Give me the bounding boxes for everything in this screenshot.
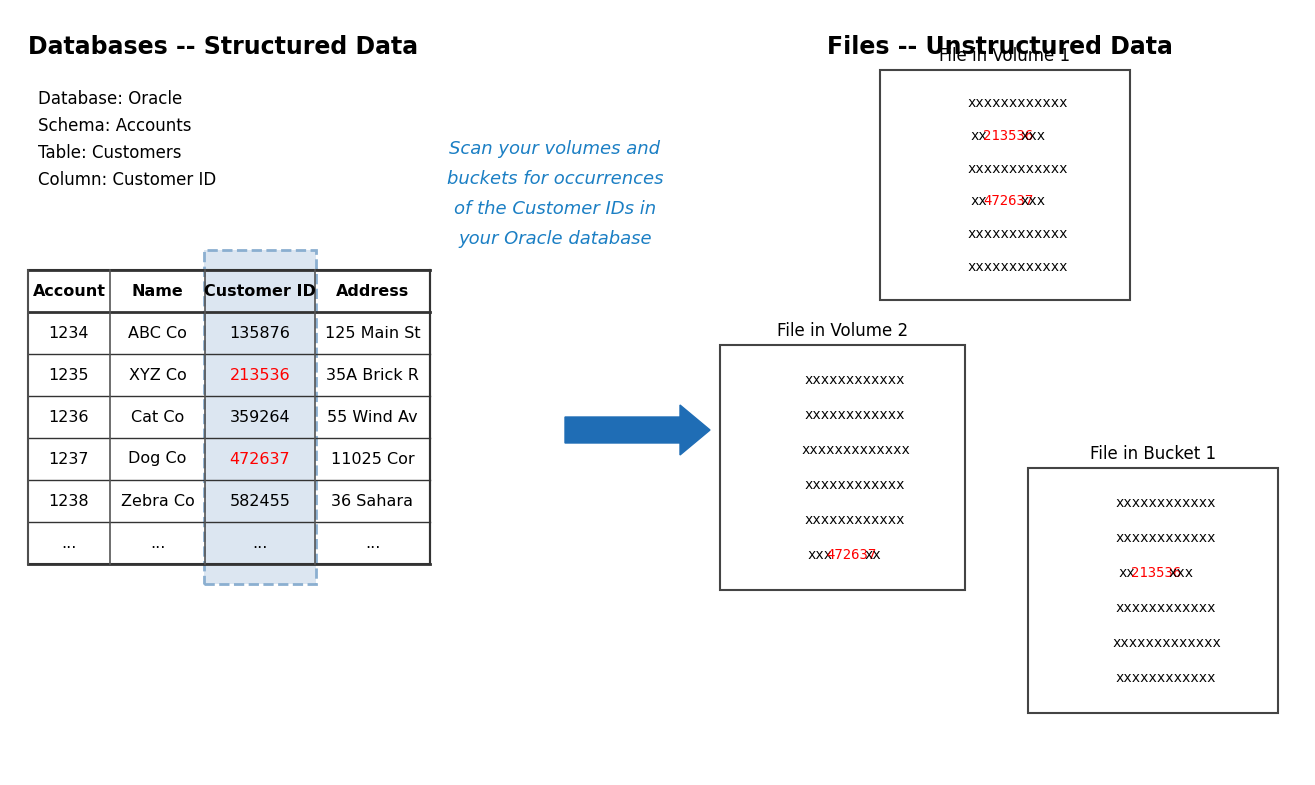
Bar — [204, 250, 316, 584]
Text: 1235: 1235 — [49, 367, 89, 382]
Text: of the Customer IDs in: of the Customer IDs in — [454, 200, 656, 218]
Bar — [1028, 468, 1278, 713]
Text: ABC Co: ABC Co — [128, 326, 187, 341]
Text: xxxxxxxxxxxxx: xxxxxxxxxxxxx — [802, 443, 910, 457]
Text: ...: ... — [252, 535, 268, 550]
Bar — [204, 250, 316, 584]
Text: 472637: 472637 — [982, 195, 1034, 209]
Text: 11025 Cor: 11025 Cor — [330, 451, 414, 466]
Bar — [721, 345, 965, 590]
Text: xxxxxxxxxxxx: xxxxxxxxxxxx — [1115, 496, 1215, 510]
Text: xxxxxxxxxxxx: xxxxxxxxxxxx — [968, 228, 1068, 241]
Text: xxxxxxxxxxxx: xxxxxxxxxxxx — [1115, 671, 1215, 685]
Text: xxxxxxxxxxxx: xxxxxxxxxxxx — [1115, 531, 1215, 545]
Text: Customer ID: Customer ID — [204, 283, 316, 298]
Text: Scan your volumes and: Scan your volumes and — [450, 140, 660, 158]
Text: Files -- Unstructured Data: Files -- Unstructured Data — [827, 35, 1173, 59]
Bar — [205, 270, 316, 564]
Text: xxxxxxxxxxxx: xxxxxxxxxxxx — [1115, 601, 1215, 615]
Text: xxxxxxxxxxxx: xxxxxxxxxxxx — [805, 408, 905, 422]
Text: Databases -- Structured Data: Databases -- Structured Data — [28, 35, 418, 59]
Text: 213536: 213536 — [982, 129, 1034, 143]
Text: 472637: 472637 — [230, 451, 291, 466]
Text: xx: xx — [970, 195, 988, 209]
Text: 36 Sahara: 36 Sahara — [331, 494, 413, 509]
Text: File in Volume 2: File in Volume 2 — [777, 322, 909, 340]
Text: 35A Brick R: 35A Brick R — [326, 367, 419, 382]
Text: xxx: xxx — [1020, 195, 1045, 209]
Text: 1238: 1238 — [49, 494, 89, 509]
Text: xxxxxxxxxxxx: xxxxxxxxxxxx — [968, 260, 1068, 274]
Text: Zebra Co: Zebra Co — [121, 494, 195, 509]
Text: 1237: 1237 — [49, 451, 89, 466]
Text: xxxxxxxxxxxx: xxxxxxxxxxxx — [968, 162, 1068, 176]
Text: xx: xx — [1118, 566, 1135, 580]
Bar — [28, 270, 430, 564]
Text: 1234: 1234 — [49, 326, 89, 341]
Text: 213536: 213536 — [230, 367, 291, 382]
Text: 472637: 472637 — [827, 548, 877, 562]
Text: Column: Customer ID: Column: Customer ID — [38, 171, 216, 189]
Text: xxxxxxxxxxxxx: xxxxxxxxxxxxx — [1112, 636, 1220, 650]
Text: ...: ... — [62, 535, 76, 550]
Text: ...: ... — [150, 535, 166, 550]
Text: Schema: Accounts: Schema: Accounts — [38, 117, 192, 135]
Text: Address: Address — [335, 283, 409, 298]
Text: Dog Co: Dog Co — [129, 451, 187, 466]
Text: Name: Name — [132, 283, 183, 298]
Text: xx: xx — [970, 129, 988, 143]
Text: your Oracle database: your Oracle database — [458, 230, 652, 248]
Text: 359264: 359264 — [230, 410, 291, 425]
Text: Table: Customers: Table: Customers — [38, 144, 181, 162]
Text: 135876: 135876 — [230, 326, 291, 341]
Polygon shape — [565, 405, 710, 455]
Text: File in Volume 1: File in Volume 1 — [939, 47, 1070, 65]
Text: xxxxxxxxxxxx: xxxxxxxxxxxx — [968, 96, 1068, 110]
Text: Cat Co: Cat Co — [132, 410, 184, 425]
Text: 582455: 582455 — [230, 494, 291, 509]
Text: xxxxxxxxxxxx: xxxxxxxxxxxx — [805, 513, 905, 527]
Text: xxxxxxxxxxxx: xxxxxxxxxxxx — [805, 373, 905, 387]
Bar — [880, 70, 1130, 300]
Text: xxxxxxxxxxxx: xxxxxxxxxxxx — [805, 478, 905, 492]
Text: xxx: xxx — [807, 548, 832, 562]
Text: 213536: 213536 — [1131, 566, 1181, 580]
Text: XYZ Co: XYZ Co — [129, 367, 187, 382]
Text: File in Bucket 1: File in Bucket 1 — [1090, 445, 1216, 463]
Text: xx: xx — [864, 548, 881, 562]
Text: Account: Account — [33, 283, 105, 298]
Text: 55 Wind Av: 55 Wind Av — [327, 410, 418, 425]
Text: xxx: xxx — [1020, 129, 1045, 143]
Text: 125 Main St: 125 Main St — [325, 326, 421, 341]
Text: 1236: 1236 — [49, 410, 89, 425]
Text: ...: ... — [364, 535, 380, 550]
Text: xxx: xxx — [1169, 566, 1194, 580]
Text: buckets for occurrences: buckets for occurrences — [447, 170, 663, 188]
Text: Database: Oracle: Database: Oracle — [38, 90, 183, 108]
Bar — [28, 270, 430, 564]
